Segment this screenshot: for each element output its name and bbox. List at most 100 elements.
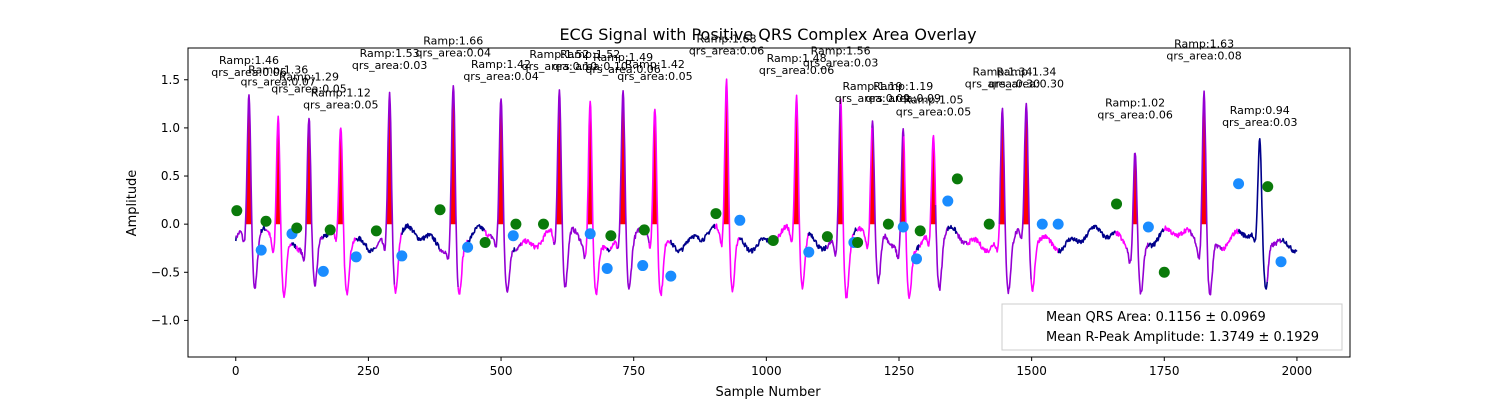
qrs-onset-marker-14 — [852, 236, 864, 248]
qrs-offset-marker-11 — [734, 214, 746, 226]
qrs-area-fill-14 — [857, 121, 904, 225]
qrs-onset-marker-16 — [914, 225, 926, 237]
r-amp-label-16: Ramp:1.05 — [903, 93, 963, 106]
r-amp-label-3: Ramp:1.12 — [311, 87, 371, 100]
qrs-offset-marker-14 — [897, 221, 909, 233]
ecg-signal-segment-51 — [1030, 234, 1059, 293]
ecg-signal-segment-10 — [329, 127, 357, 296]
y-tick-label-5: 1.5 — [161, 73, 180, 87]
qrs-onset-marker-3 — [324, 224, 336, 236]
qrs-onset-marker-17 — [951, 173, 963, 185]
ecg-signal-segment-37 — [808, 231, 828, 252]
qrs-onset-marker-5 — [434, 204, 446, 216]
ecg-signal-segment-61 — [1280, 237, 1298, 254]
ecg-signal-segment-7 — [298, 117, 324, 287]
ecg-signal-segment-4 — [266, 115, 293, 299]
ecg-signal-segment-14 — [401, 223, 441, 250]
qrs-onset-marker-1 — [260, 215, 272, 227]
r-amp-label-19: Ramp:1.02 — [1105, 96, 1165, 109]
ecg-signal-segment-26 — [609, 240, 619, 251]
qrs-area-label-15: qrs_area:0.09 — [866, 92, 941, 105]
r-amp-label-7: Ramp:1.52 — [529, 48, 589, 61]
qrs-area-label-20: qrs_area:0.08 — [1166, 50, 1241, 63]
qrs-area-fill-7 — [515, 89, 591, 225]
ecg-signal-segment-38 — [826, 102, 841, 257]
qrs-offset-marker-6 — [507, 230, 519, 242]
y-tick-label-3: 0.5 — [161, 169, 180, 183]
qrs-area-label-0: qrs_area:0.06 — [211, 66, 286, 79]
qrs-area-fill-5 — [440, 85, 468, 225]
plot-area: Ramp:1.46qrs_area:0.06Ramp:1.36qrs_area:… — [151, 33, 1351, 378]
ecg-signal-segment-57 — [1189, 90, 1223, 296]
x-tick-label-2: 500 — [490, 364, 513, 378]
qrs-area-label-2: qrs_area:0.05 — [271, 82, 346, 95]
ecg-signal-segment-58 — [1221, 228, 1240, 252]
qrs-offset-marker-20 — [1233, 178, 1245, 190]
ecg-signal-segment-32 — [714, 78, 741, 293]
qrs-area-label-14: qrs_area:0.09 — [835, 92, 910, 105]
y-tick-label-1: −0.5 — [151, 265, 180, 279]
ecg-signal-segment-12 — [375, 91, 396, 285]
qrs-offset-marker-21 — [1275, 256, 1287, 268]
ecg-signal-segment-41 — [856, 127, 873, 250]
x-tick-label-8: 2000 — [1282, 364, 1313, 378]
qrs-offset-marker-17 — [1036, 218, 1048, 230]
r-amp-label-4: Ramp:1.53 — [360, 47, 420, 60]
r-amp-label-1: Ramp:1.36 — [248, 64, 308, 77]
qrs-area-label-4: qrs_area:0.03 — [352, 59, 427, 72]
qrs-onset-marker-18 — [983, 218, 995, 230]
x-tick-label-3: 750 — [622, 364, 645, 378]
r-amp-label-10: Ramp:1.42 — [625, 58, 685, 71]
qrs-area-fill-13 — [827, 99, 854, 225]
qrs-area-label-8: qrs_area:0.10 — [552, 60, 627, 73]
ecg-signal-segment-30 — [648, 108, 672, 297]
qrs-offset-marker-9 — [637, 260, 649, 272]
qrs-onset-marker-11 — [710, 208, 722, 220]
x-tick-label-7: 1750 — [1149, 364, 1180, 378]
r-amp-label-5: Ramp:1.66 — [423, 35, 483, 48]
ecg-signal-segment-50 — [998, 102, 1032, 295]
qrs-area-fill-15 — [888, 128, 917, 225]
r-amp-label-15: Ramp:1.19 — [873, 80, 933, 93]
r-amp-label-20: Ramp:1.63 — [1174, 38, 1234, 51]
qrs-area-label-7: qrs_area:0.10 — [522, 60, 597, 73]
legend-box — [1001, 303, 1343, 351]
ecg-signal-segment-39 — [839, 98, 855, 299]
qrs-area-label-16: qrs_area:0.05 — [896, 105, 971, 118]
qrs-area-label-19: qrs_area:0.06 — [1097, 108, 1172, 121]
qrs-area-fill-9 — [610, 90, 643, 225]
ecg-signal-segment-15 — [438, 85, 459, 288]
qrs-area-label-12: qrs_area:0.06 — [759, 64, 834, 77]
r-amp-label-0: Ramp:1.46 — [219, 54, 279, 67]
qrs-offset-marker-3 — [350, 251, 362, 263]
qrs-area-fill-12 — [773, 95, 809, 225]
ecg-signal-segment-59 — [1237, 138, 1268, 290]
qrs-onset-marker-7 — [510, 218, 522, 230]
qrs-onset-marker-13 — [821, 231, 833, 243]
legend-entry-qrs-area: Mean QRS Area: 0.1156 ± 0.0969 — [1046, 310, 1266, 325]
qrs-onset-marker-12 — [767, 235, 779, 247]
ecg-signal-segment-23 — [552, 89, 587, 288]
qrs-offset-marker-0 — [255, 244, 267, 256]
qrs-area-fill-8 — [543, 89, 608, 225]
qrs-area-fill-16 — [920, 135, 948, 225]
r-amp-label-21: Ramp:0.94 — [1230, 104, 1290, 117]
qrs-offset-marker-4 — [396, 250, 408, 262]
qrs-area-label-10: qrs_area:0.05 — [617, 70, 692, 83]
qrs-offset-marker-5 — [462, 241, 474, 253]
qrs-offset-marker-18 — [1052, 218, 1064, 230]
ecg-signal-segment-47 — [947, 224, 958, 234]
qrs-area-label-17: qrs_area:0.30 — [965, 77, 1040, 90]
ecg-signal-segment-33 — [739, 237, 774, 254]
r-amp-label-6: Ramp:1.42 — [471, 58, 531, 71]
ecg-signal-segment-54 — [1125, 152, 1150, 295]
qrs-onset-marker-6 — [479, 236, 491, 248]
qrs-onset-marker-8 — [537, 218, 549, 230]
qrs-onset-marker-9 — [605, 230, 617, 242]
ecg-signal-segment-3 — [264, 228, 268, 232]
qrs-area-label-5: qrs_area:0.04 — [416, 47, 491, 60]
qrs-area-label-11: qrs_area:0.06 — [689, 45, 764, 58]
ecg-signal-segment-19 — [489, 98, 514, 293]
